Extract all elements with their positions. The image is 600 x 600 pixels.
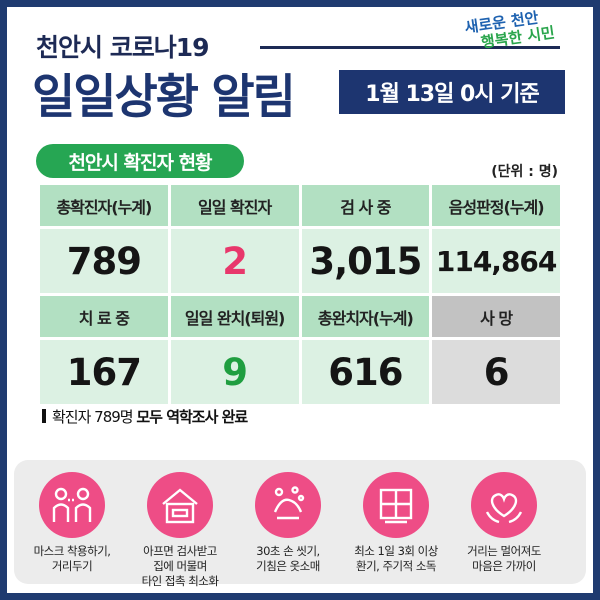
investigation-note: 확진자 789명 모두 역학조사 완료 [42,406,248,427]
header-testing: 검 사 중 [301,185,430,226]
tip-heart-line1: 거리는 멀어져도 [467,544,541,558]
stay-home-icon [147,472,213,538]
stats-value-row: 789 2 3,015 114,864 [40,229,560,293]
hand-wash-icon [255,472,321,538]
tip-hand-wash: 30초 손 씻기, 기침은 옷소매 [236,472,340,574]
value-daily-recovered: 9 [170,340,299,404]
tip-stay-home-line1: 아프면 검사받고 [143,544,217,558]
tip-heart-line2: 마음은 가까이 [472,559,536,573]
heart-hands-icon [471,472,537,538]
header-daily-confirmed: 일일 확진자 [170,185,299,226]
header-total-confirmed: 총확진자(누계) [40,185,168,226]
header-daily-recovered: 일일 완치(퇴원) [170,296,299,337]
header-deaths: 사 망 [432,296,560,337]
stats-header-row-2: 치 료 중 일일 완치(퇴원) 총완치자(누계) 사 망 [40,296,560,337]
tip-stay-home-line2: 집에 머물며 [153,559,207,573]
tip-ventilation-line2: 환기, 주기적 소독 [355,559,437,573]
value-total-confirmed: 789 [40,229,168,293]
value-total-recovered: 616 [301,340,430,404]
stats-value-row-2: 167 9 616 6 [40,340,560,404]
bullet-bar [42,409,46,423]
title-divider [260,46,560,49]
header-in-treatment: 치 료 중 [40,296,168,337]
tip-mask: 마스크 착용하기, 거리두기 [20,472,124,574]
value-negative: 114,864 [432,229,560,293]
ventilation-icon [363,472,429,538]
tip-hand-wash-line2: 기침은 옷소매 [256,559,320,573]
section-title: 천안시 확진자 현황 [36,144,244,178]
tip-stay-home: 아프면 검사받고 집에 머물며 타인 접촉 최소화 [128,472,232,589]
unit-label: (단위 : 명) [491,164,558,180]
date-badge: 1월 13일 0시 기준 [339,70,565,114]
stats-header-row: 총확진자(누계) 일일 확진자 검 사 중 음성판정(누계) [40,185,560,226]
tip-heart: 거리는 멀어져도 마음은 가까이 [452,472,556,574]
tip-hand-wash-line1: 30초 손 씻기, [256,544,320,558]
tip-mask-line2: 거리두기 [51,559,93,573]
tip-ventilation-line1: 최소 1일 3회 이상 [354,544,438,558]
value-in-treatment: 167 [40,340,168,404]
note-bold: 모두 역학조사 완료 [136,408,248,426]
header-total-recovered: 총완치자(누계) [301,296,430,337]
sub-title: 천안시 코로나19 [36,33,209,62]
header-negative: 음성판정(누계) [432,185,560,226]
stats-grid: 총확진자(누계) 일일 확진자 검 사 중 음성판정(누계) 789 2 3,0… [40,185,560,407]
mask-distance-icon [39,472,105,538]
main-title: 일일상황 알림 [32,70,296,125]
value-daily-confirmed: 2 [170,229,299,293]
tip-mask-line1: 마스크 착용하기, [33,544,111,558]
value-testing: 3,015 [301,229,430,293]
tip-ventilation: 최소 1일 3회 이상 환기, 주기적 소독 [344,472,448,574]
tip-stay-home-line3: 타인 접촉 최소화 [141,574,219,588]
note-text: 확진자 789명 [52,408,137,426]
value-deaths: 6 [432,340,560,404]
prevention-tips-panel: 마스크 착용하기, 거리두기 아프면 검사받고 집에 머물며 타인 접촉 최소화… [14,460,586,588]
